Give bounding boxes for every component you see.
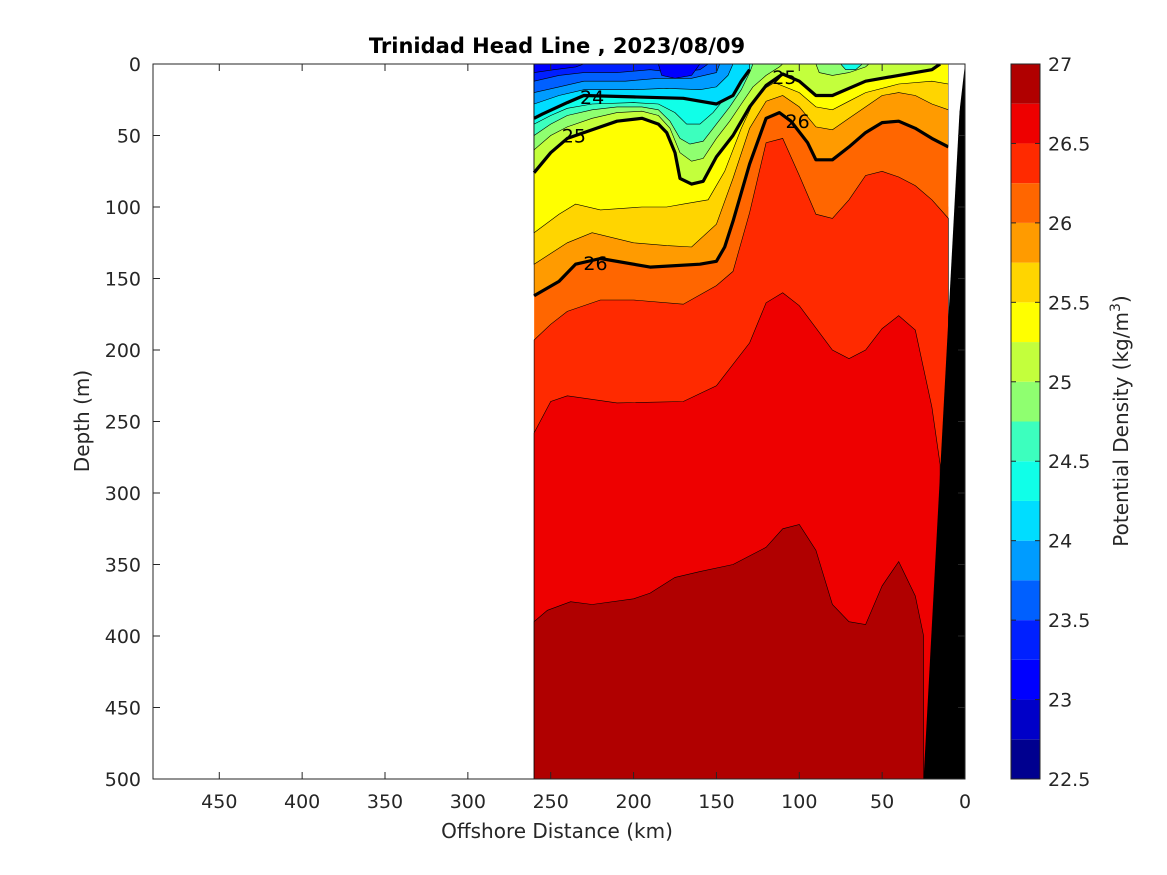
x-axis: 450 400 350 300 250 200 150 100 50 0 xyxy=(201,64,971,813)
x-tick-label: 450 xyxy=(201,791,237,813)
colorbar-segment xyxy=(1011,421,1040,462)
colorbar-segment xyxy=(1011,540,1040,581)
colorbar-segment xyxy=(1011,222,1040,263)
colorbar-segment xyxy=(1011,461,1040,501)
chart-title: Trinidad Head Line , 2023/08/09 xyxy=(369,34,745,58)
colorbar-segment xyxy=(1011,64,1040,104)
contour-label-24: 24 xyxy=(580,87,604,109)
contour-label-26: 26 xyxy=(786,111,810,133)
colorbar-segment xyxy=(1011,381,1040,422)
colorbar-label: Potential Density (kg/m3) xyxy=(1108,295,1133,546)
colorbar-label-superscript: 3 xyxy=(1108,303,1124,312)
density-field xyxy=(533,64,949,779)
colorbar-label-text: Potential Density (kg/m xyxy=(1109,312,1133,547)
contour-line-24 xyxy=(533,68,751,120)
density-band-shallow-14 xyxy=(840,64,863,70)
y-tick-label: 500 xyxy=(105,769,141,791)
colorbar-tick-label: 24.5 xyxy=(1048,451,1090,473)
y-tick-label: 250 xyxy=(105,412,141,434)
contour-label-25: 25 xyxy=(772,67,796,89)
bathymetry xyxy=(923,64,965,779)
colorbar-segment xyxy=(1011,620,1040,660)
colorbar-tick-label: 23.5 xyxy=(1048,610,1090,632)
colorbar-tick-label: 23 xyxy=(1048,690,1072,712)
density-band-shallow-12 xyxy=(658,64,701,79)
colorbar-tick-label: 25 xyxy=(1048,372,1072,394)
density-band-deep-2 xyxy=(533,524,924,779)
y-tick-label: 400 xyxy=(105,626,141,648)
colorbar-tick-label: 27 xyxy=(1048,54,1072,76)
y-axis: 0 50 100 150 200 250 300 350 400 450 500 xyxy=(105,54,965,791)
x-tick-label: 300 xyxy=(450,791,486,813)
x-tick-label: 150 xyxy=(698,791,734,813)
x-axis-label: Offshore Distance (km) xyxy=(441,819,673,843)
colorbar-segment xyxy=(1011,659,1040,700)
colorbar-segment xyxy=(1011,342,1040,382)
colorbar-segment xyxy=(1011,739,1040,779)
y-tick-label: 300 xyxy=(105,483,141,505)
contour-labels: 24 25 25 26 26 xyxy=(562,67,810,275)
colorbar-segment xyxy=(1011,183,1040,223)
colorbar-segment xyxy=(1011,699,1040,740)
y-tick-label: 450 xyxy=(105,698,141,720)
x-tick-label: 250 xyxy=(533,791,569,813)
x-tick-label: 0 xyxy=(959,791,971,813)
contour-line-26 xyxy=(533,111,950,298)
colorbar-segment xyxy=(1011,302,1040,343)
contour-lines xyxy=(532,64,950,298)
x-tick-label: 350 xyxy=(367,791,403,813)
y-tick-label: 0 xyxy=(129,54,141,76)
colorbar-segment xyxy=(1011,103,1040,144)
y-tick-label: 150 xyxy=(105,269,141,291)
x-tick-label: 200 xyxy=(615,791,651,813)
y-tick-label: 350 xyxy=(105,555,141,577)
nearshore-gap xyxy=(948,64,965,207)
colorbar-tick-label: 22.5 xyxy=(1048,769,1090,791)
colorbar-tick-label: 24 xyxy=(1048,531,1072,553)
seafloor-wedge xyxy=(923,64,965,779)
colorbar-ticks: 22.5 23 23.5 24 24.5 25 25.5 26 26.5 27 xyxy=(1011,54,1090,791)
contour-label-26: 26 xyxy=(583,253,607,275)
colorbar-segment xyxy=(1011,500,1040,541)
colorbar-frame xyxy=(1010,63,1041,780)
colorbar-tick-label: 26 xyxy=(1048,213,1072,235)
y-tick-label: 50 xyxy=(117,126,141,148)
colorbar-tick-label: 26.5 xyxy=(1048,133,1090,155)
colorbar-segment xyxy=(1011,580,1040,621)
x-tick-label: 50 xyxy=(870,791,894,813)
x-tick-label: 100 xyxy=(781,791,817,813)
colorbar-tick-label: 25.5 xyxy=(1048,292,1090,314)
colorbar xyxy=(1011,64,1040,779)
y-tick-label: 100 xyxy=(105,197,141,219)
x-tick-label: 400 xyxy=(284,791,320,813)
colorbar-segment xyxy=(1011,143,1040,184)
y-axis-label: Depth (m) xyxy=(70,370,94,472)
contour-line-25 xyxy=(532,64,942,186)
y-tick-label: 200 xyxy=(105,340,141,362)
colorbar-segment xyxy=(1011,262,1040,303)
contour-label-25: 25 xyxy=(562,126,586,148)
colorbar-label-close: ) xyxy=(1109,295,1133,303)
